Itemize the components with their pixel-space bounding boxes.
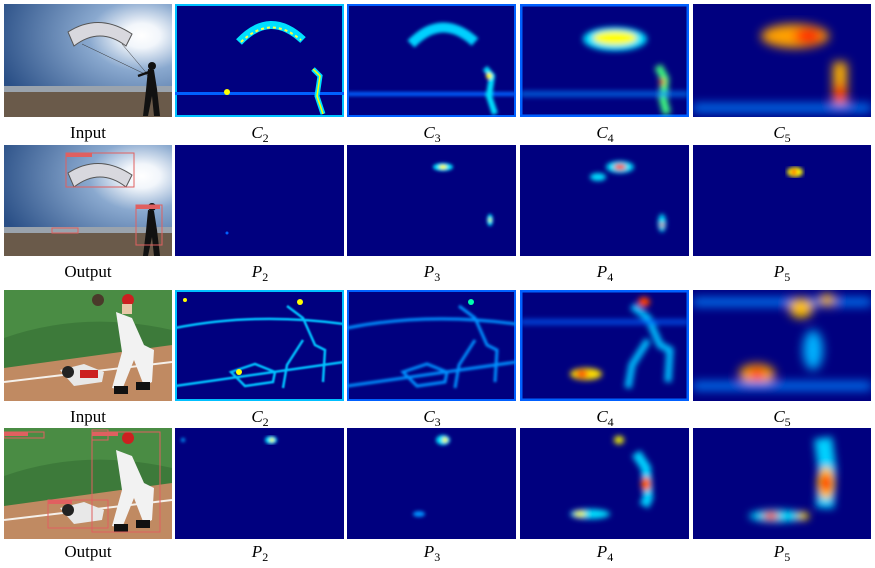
caption-p5: P5 — [773, 262, 791, 284]
caption-c3: C3 — [423, 123, 441, 145]
caption-p4-2: P4 — [596, 542, 614, 564]
caption-p2-2: P2 — [251, 542, 269, 564]
caption-p2: P2 — [251, 262, 269, 284]
caption-output: Output — [64, 262, 112, 281]
heatmap-c3-baseball — [347, 290, 516, 401]
heatmap-c4-parachute — [520, 4, 689, 117]
caption-c5: C5 — [773, 123, 791, 145]
caption-c3-2: C3 — [423, 407, 441, 429]
heatmap-c5-baseball — [693, 290, 871, 401]
caption-c4: C4 — [596, 123, 614, 145]
caption-input-2: Input — [70, 407, 106, 426]
input-photo-parachute — [4, 4, 172, 117]
detection-box-parachute — [65, 152, 135, 188]
caption-p3: P3 — [423, 262, 441, 284]
caption-c4-2: C4 — [596, 407, 614, 429]
output-photo-parachute — [4, 145, 172, 256]
caption-output-2: Output — [64, 542, 112, 561]
heatmap-c2-baseball — [175, 290, 344, 401]
input-photo-baseball — [4, 290, 172, 401]
caption-c5-2: C5 — [773, 407, 791, 429]
heatmap-p2-parachute — [175, 145, 344, 256]
heatmap-p5-baseball — [693, 428, 871, 539]
caption-c2-2: C2 — [251, 407, 269, 429]
heatmap-p3-parachute — [347, 145, 516, 256]
caption-input: Input — [70, 123, 106, 142]
heatmap-c2-parachute — [175, 4, 344, 117]
heatmap-p4-parachute — [520, 145, 689, 256]
heatmap-c5-parachute — [693, 4, 871, 117]
detection-box-small-person — [51, 227, 79, 234]
caption-p5-2: P5 — [773, 542, 791, 564]
caption-p4: P4 — [596, 262, 614, 284]
detection-box-catcher — [91, 431, 161, 533]
heatmap-p3-baseball — [347, 428, 516, 539]
heatmap-p4-baseball — [520, 428, 689, 539]
heatmap-p2-baseball — [175, 428, 344, 539]
caption-p3-2: P3 — [423, 542, 441, 564]
caption-c2: C2 — [251, 123, 269, 145]
heatmap-c3-parachute — [347, 4, 516, 117]
heatmap-p5-parachute — [693, 145, 871, 256]
detection-box-runner — [47, 499, 109, 529]
heatmap-c4-baseball — [520, 290, 689, 401]
output-photo-baseball — [4, 428, 172, 539]
